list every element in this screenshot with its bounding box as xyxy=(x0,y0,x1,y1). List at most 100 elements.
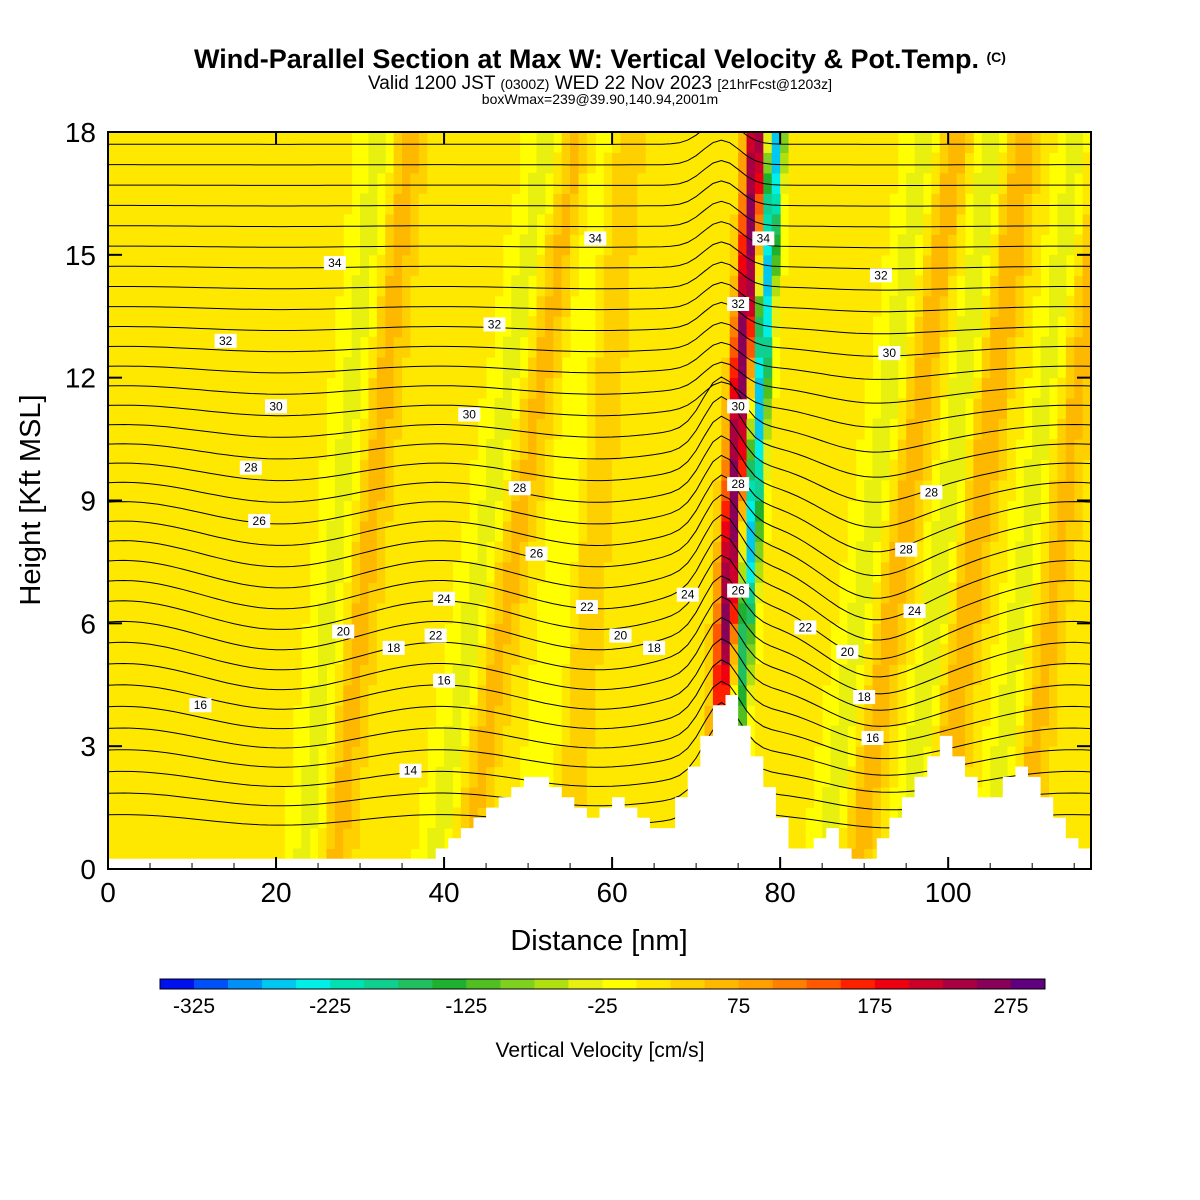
field-cell xyxy=(780,643,790,665)
field-cell xyxy=(914,172,924,194)
field-cell xyxy=(1032,684,1042,706)
field-cell xyxy=(536,561,546,583)
field-cell xyxy=(376,254,386,276)
field-cell xyxy=(1032,172,1042,194)
field-cell xyxy=(1057,275,1067,297)
field-cell xyxy=(620,520,630,542)
field-cell xyxy=(704,152,714,174)
field-cell xyxy=(838,357,848,379)
field-cell xyxy=(309,500,319,522)
field-cell xyxy=(150,807,159,829)
field-cell xyxy=(973,705,983,727)
contour-label: 32 xyxy=(874,268,888,282)
field-cell xyxy=(763,582,773,604)
field-cell xyxy=(444,275,453,297)
field-cell xyxy=(990,132,1000,153)
field-cell xyxy=(654,377,664,399)
field-cell xyxy=(696,275,706,297)
field-cell xyxy=(494,234,504,256)
field-cell xyxy=(956,316,966,338)
field-cell xyxy=(284,172,294,194)
field-cell xyxy=(964,316,974,338)
field-cell xyxy=(864,766,874,788)
field-cell xyxy=(301,418,311,440)
field-cell xyxy=(822,459,832,481)
field-cell xyxy=(998,398,1008,420)
field-cell xyxy=(234,561,243,583)
field-cell xyxy=(1065,336,1075,358)
field-cell xyxy=(1032,500,1042,522)
field-cell xyxy=(620,766,630,788)
field-cell xyxy=(956,561,966,583)
field-cell xyxy=(217,766,227,788)
field-cell xyxy=(418,234,428,256)
field-cell xyxy=(217,643,227,665)
field-cell xyxy=(276,664,285,686)
field-cell xyxy=(343,459,353,481)
field-cell xyxy=(175,561,185,583)
field-cell xyxy=(1065,172,1075,194)
field-cell xyxy=(519,684,529,706)
colorbar-swatch xyxy=(534,979,569,989)
field-cell xyxy=(385,623,395,645)
field-cell xyxy=(1048,705,1058,727)
field-cell xyxy=(250,664,260,686)
field-cell xyxy=(788,254,798,276)
field-cell xyxy=(309,336,319,358)
field-cell xyxy=(771,787,781,809)
field-cell xyxy=(570,705,579,727)
field-cell xyxy=(133,500,143,522)
field-cell xyxy=(561,132,571,153)
field-cell xyxy=(242,807,252,829)
contour-label: 32 xyxy=(488,317,502,331)
field-cell xyxy=(1074,561,1084,583)
field-cell xyxy=(729,500,739,522)
field-cell xyxy=(796,582,806,604)
field-cell xyxy=(612,480,622,501)
field-cell xyxy=(679,602,689,624)
field-cell xyxy=(519,275,529,297)
field-cell xyxy=(788,398,798,420)
field-cell xyxy=(208,480,218,501)
field-cell xyxy=(343,480,353,501)
field-cell xyxy=(502,643,512,665)
field-cell xyxy=(1032,439,1042,461)
field-cell xyxy=(788,132,798,153)
field-cell xyxy=(746,664,756,686)
field-cell xyxy=(1057,664,1067,686)
field-cell xyxy=(813,234,823,256)
field-cell xyxy=(360,520,369,542)
contour-label: 20 xyxy=(614,629,628,643)
field-cell xyxy=(830,172,840,194)
field-cell xyxy=(712,377,722,399)
field-cell xyxy=(158,152,168,174)
field-cell xyxy=(385,787,395,809)
field-cell xyxy=(402,705,411,727)
field-cell xyxy=(234,275,243,297)
field-cell xyxy=(318,295,327,317)
field-cell xyxy=(906,418,916,440)
field-cell xyxy=(217,439,227,461)
field-cell xyxy=(796,152,806,174)
field-cell xyxy=(864,664,874,686)
contour-label: 18 xyxy=(387,641,401,655)
field-cell xyxy=(200,336,210,358)
field-cell xyxy=(763,398,773,420)
field-cell xyxy=(628,500,638,522)
x-tick-label: 80 xyxy=(765,877,796,908)
field-cell xyxy=(1006,172,1016,194)
field-cell xyxy=(838,480,848,501)
field-cell xyxy=(183,561,193,583)
field-cell xyxy=(603,336,613,358)
field-cell xyxy=(939,316,949,338)
field-cell xyxy=(108,480,117,501)
theta-contour-line xyxy=(108,659,1091,743)
field-cell xyxy=(1040,357,1050,379)
field-cell xyxy=(393,398,403,420)
field-cell xyxy=(679,418,689,440)
field-cell xyxy=(612,459,622,481)
field-cell xyxy=(301,480,311,501)
field-cell xyxy=(780,623,790,645)
field-cell xyxy=(998,357,1008,379)
field-cell xyxy=(1065,541,1075,563)
